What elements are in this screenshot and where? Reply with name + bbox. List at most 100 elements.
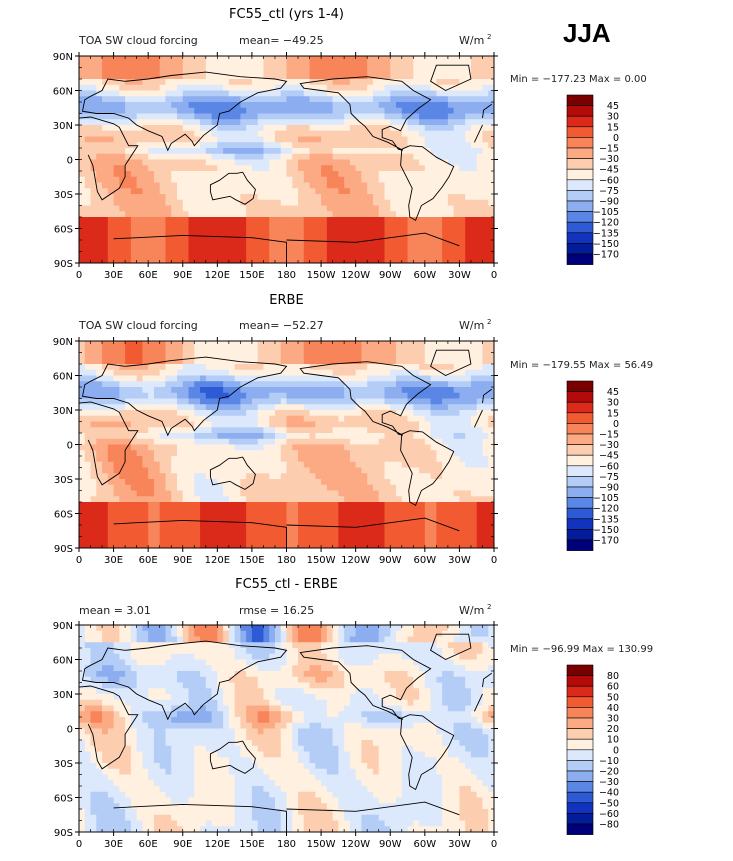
heatmap-cell — [372, 240, 380, 247]
heatmap-cell — [378, 461, 385, 468]
heatmap-cell — [367, 61, 374, 68]
heatmap-cell — [171, 113, 178, 120]
heatmap-cell — [228, 502, 236, 509]
heatmap-cell — [298, 375, 305, 382]
heatmap-cell — [349, 245, 357, 252]
heatmap-cell — [257, 153, 264, 160]
heatmap-cell — [211, 404, 218, 411]
heatmap-cell — [159, 228, 166, 235]
heatmap-cell — [102, 456, 109, 463]
heatmap-cell — [211, 205, 218, 212]
heatmap-cell — [419, 142, 426, 149]
heatmap-cell — [136, 433, 143, 440]
heatmap-cell — [257, 461, 264, 468]
heatmap-cell — [205, 251, 212, 258]
heatmap-cell — [436, 352, 443, 359]
heatmap-cell — [165, 421, 172, 428]
heatmap-cell — [338, 467, 345, 474]
heatmap-cell — [84, 113, 91, 120]
heatmap-cell — [251, 171, 259, 178]
heatmap-cell — [102, 369, 109, 376]
heatmap-cell — [165, 381, 172, 388]
heatmap-cell — [171, 119, 178, 126]
heatmap-cell — [459, 352, 466, 359]
heatmap-cell — [136, 421, 143, 428]
heatmap-cell — [182, 427, 189, 434]
heatmap-cell — [240, 507, 247, 514]
heatmap-cell — [188, 438, 195, 445]
heatmap-cell — [205, 438, 212, 445]
heatmap-cell — [338, 79, 345, 86]
heatmap-cell — [488, 341, 495, 348]
heatmap-cell — [384, 352, 391, 359]
heatmap-cell — [274, 364, 282, 371]
heatmap-cell — [211, 427, 218, 434]
heatmap-cell — [413, 375, 420, 382]
heatmap-cell — [240, 119, 247, 126]
heatmap-cell — [148, 479, 155, 486]
heatmap-cell — [107, 450, 114, 457]
heatmap-cell — [390, 148, 397, 155]
heatmap-cell — [349, 358, 357, 365]
heatmap-cell — [223, 352, 230, 359]
heatmap-cell — [378, 67, 385, 74]
heatmap-cell — [436, 427, 443, 434]
heatmap-cell — [274, 228, 282, 235]
lat-tick-label: 90S — [54, 259, 73, 270]
heatmap-cell — [223, 125, 230, 132]
heatmap-cell — [228, 251, 236, 258]
heatmap-cell — [280, 257, 287, 264]
heatmap-cell — [188, 358, 195, 365]
heatmap-cell — [292, 467, 299, 474]
heatmap-cell — [396, 240, 403, 247]
heatmap-cell — [419, 341, 426, 348]
heatmap-cell — [436, 450, 443, 457]
heatmap-cell — [315, 438, 322, 445]
heatmap-cell — [430, 61, 437, 68]
heatmap-cell — [459, 73, 466, 80]
heatmap-cell — [390, 119, 397, 126]
heatmap-cell — [459, 199, 466, 206]
heatmap-cell — [332, 102, 339, 109]
heatmap-cell — [465, 125, 472, 132]
heatmap-cell — [84, 381, 91, 388]
heatmap-cell — [442, 490, 449, 497]
heatmap-cell — [407, 415, 414, 422]
heatmap-cell — [84, 79, 91, 86]
heatmap-cell — [205, 467, 212, 474]
heatmap-cell — [309, 234, 316, 241]
heatmap-cell — [344, 125, 351, 132]
heatmap-cell — [349, 84, 357, 91]
heatmap-cell — [442, 387, 449, 394]
heatmap-cell — [84, 392, 91, 399]
heatmap-cell — [401, 369, 408, 376]
heatmap-cell — [223, 148, 230, 155]
heatmap-cell — [142, 421, 149, 428]
heatmap-cell — [476, 165, 483, 172]
heatmap-cell — [286, 136, 293, 143]
heatmap-cell — [228, 387, 236, 394]
heatmap-cell — [453, 205, 460, 212]
heatmap-cell — [424, 73, 431, 80]
heatmap-cell — [263, 415, 270, 422]
heatmap-cell — [298, 188, 305, 195]
heatmap-cell — [332, 182, 339, 189]
heatmap-cell — [211, 507, 218, 514]
heatmap-cell — [228, 257, 236, 264]
heatmap-cell — [298, 153, 305, 160]
heatmap-cell — [90, 159, 97, 166]
heatmap-cell — [148, 381, 155, 388]
heatmap-cell — [205, 102, 212, 109]
heatmap-cell — [430, 153, 437, 160]
heatmap-cell — [165, 142, 172, 149]
heatmap-cell — [251, 507, 259, 514]
heatmap-cell — [298, 96, 305, 103]
heatmap-cell — [361, 217, 368, 224]
heatmap-cell — [447, 130, 455, 137]
heatmap-cell — [205, 107, 212, 114]
heatmap-cell — [390, 502, 397, 509]
heatmap-cell — [292, 479, 299, 486]
heatmap-cell — [234, 148, 241, 155]
lon-tick-label: 0 — [76, 270, 82, 281]
heatmap-cell — [401, 479, 408, 486]
